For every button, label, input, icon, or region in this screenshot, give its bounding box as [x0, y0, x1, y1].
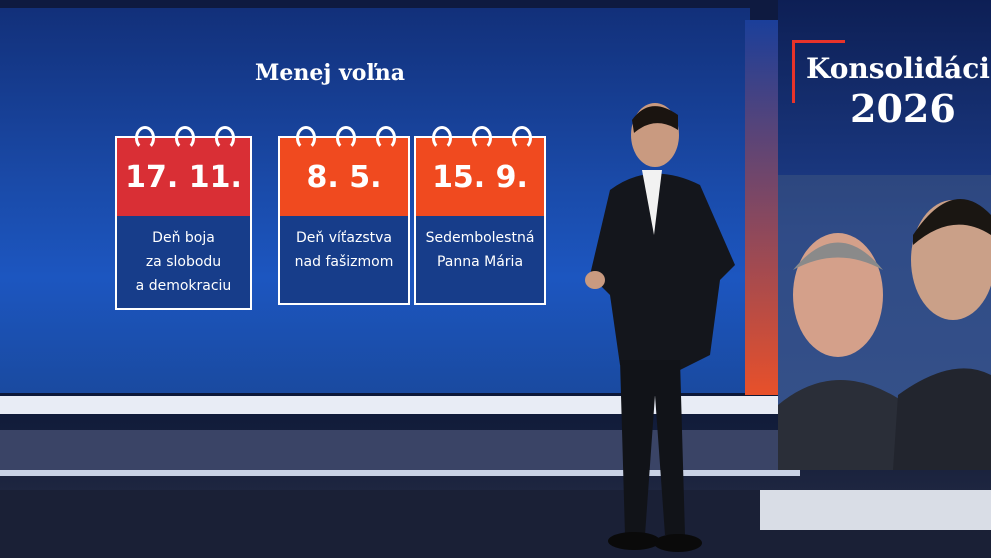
- text-line: nad fašizmom: [294, 254, 394, 270]
- text-line: Sedembolestná: [425, 230, 535, 246]
- text-line: Deň víťazstva: [296, 230, 392, 246]
- calendar-date: 8. 5.: [280, 138, 408, 216]
- panel-photo: [778, 175, 991, 470]
- text-line: Panna Mária: [436, 254, 524, 270]
- calendar-ring: [432, 126, 452, 150]
- calendar-date: 17. 11.: [117, 138, 250, 216]
- calendar-card: 15. 9. Sedembolestná Panna Mária: [414, 126, 546, 305]
- calendar-ring: [472, 126, 492, 150]
- calendar-ring: [135, 126, 155, 150]
- panel-title: Konsolidácia: [806, 52, 991, 85]
- text-line: za slobodu: [145, 254, 222, 270]
- calendar-ring: [175, 126, 195, 150]
- text-line: Deň boja: [152, 230, 215, 246]
- panel-corner: [792, 40, 845, 103]
- calendar-text: Sedembolestná Panna Mária: [416, 216, 544, 274]
- light-strip: [0, 396, 800, 414]
- screen-title: Menej voľna: [254, 60, 406, 86]
- presenter: [585, 103, 735, 552]
- calendar-text: Deň víťazstva nad fašizmom: [280, 216, 408, 274]
- desk: [760, 490, 991, 530]
- calendar-ring: [215, 126, 235, 150]
- calendar-ring: [336, 126, 356, 150]
- light-strip: [0, 470, 800, 476]
- calendar-card: 17. 11. Deň boja za slobodu a demokraciu: [115, 126, 252, 310]
- panel-year: 2026: [850, 86, 956, 131]
- calendar-ring: [376, 126, 396, 150]
- calendar-text: Deň boja za slobodu a demokraciu: [117, 216, 250, 298]
- text-line: a demokraciu: [135, 278, 232, 294]
- calendar-date: 15. 9.: [416, 138, 544, 216]
- calendar-card: 8. 5. Deň víťazstva nad fašizmom: [278, 126, 410, 305]
- calendar-ring: [512, 126, 532, 150]
- calendar-ring: [296, 126, 316, 150]
